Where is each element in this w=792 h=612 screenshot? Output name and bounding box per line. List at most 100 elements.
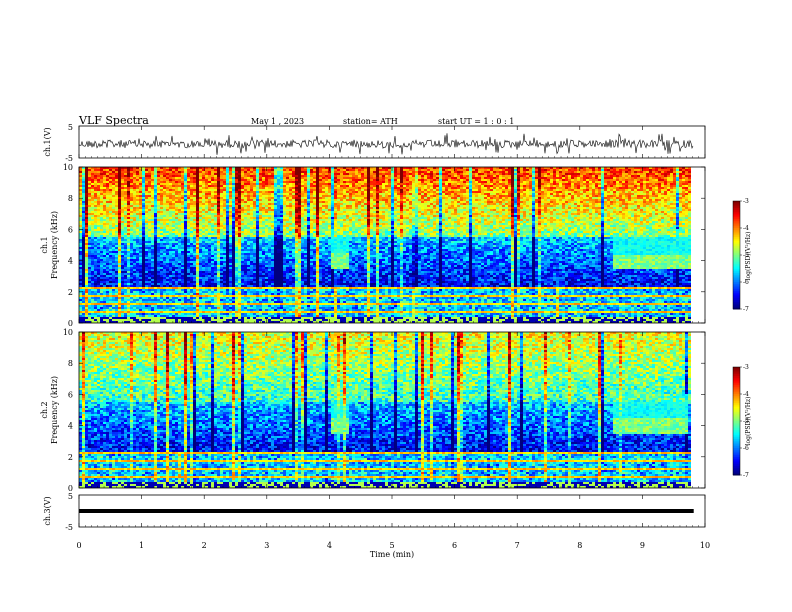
ch2-colorbar-tick-label: -7 bbox=[743, 472, 749, 479]
ch2-spec-ytick-label: 0 bbox=[68, 484, 73, 493]
ch1-colorbar-swatch bbox=[733, 258, 740, 261]
station-label: station= ATH bbox=[343, 117, 398, 126]
time-tick-label: 3 bbox=[264, 541, 269, 550]
ch2-colorbar-swatch bbox=[733, 397, 740, 400]
time-tick-label: 4 bbox=[327, 541, 332, 550]
ch1-colorbar-swatch bbox=[733, 271, 740, 274]
ch1-colorbar-swatch bbox=[733, 217, 740, 220]
ch1-colorbar-swatch bbox=[733, 240, 740, 243]
ch2-colorbar-swatch bbox=[733, 410, 740, 413]
ch1-colorbar-swatch bbox=[733, 224, 740, 227]
ch2-colorbar-swatch bbox=[733, 403, 740, 406]
ch2-colorbar-swatch bbox=[733, 462, 740, 465]
ch2-colorbar-swatch bbox=[733, 368, 740, 372]
ch2-colorbar-swatch bbox=[733, 385, 740, 388]
ch1-colorbar-swatch bbox=[733, 211, 740, 215]
ch2-colorbar-swatch bbox=[733, 457, 740, 460]
ch1-colorbar-swatch bbox=[733, 213, 740, 216]
ch2-colorbar-swatch bbox=[733, 367, 740, 370]
ch2-colorbar-swatch bbox=[733, 449, 740, 453]
ch1-colorbar-swatch bbox=[733, 298, 740, 301]
ch1-spec-ylabel: Frequency (kHz) bbox=[50, 211, 59, 279]
ch1-colorbar-swatch bbox=[733, 220, 740, 224]
ch1-colorbar-swatch bbox=[733, 235, 740, 238]
ch2-colorbar-swatch bbox=[733, 433, 740, 436]
ch1-colorbar-swatch bbox=[733, 249, 740, 252]
ch2-colorbar-swatch bbox=[733, 390, 740, 393]
ch2-colorbar-swatch bbox=[733, 426, 740, 429]
ch2-colorbar-swatch bbox=[733, 469, 740, 472]
ch1-colorbar-swatch bbox=[733, 219, 740, 222]
ch2-colorbar-swatch bbox=[733, 394, 740, 397]
ch2-colorbar-swatch bbox=[733, 399, 740, 402]
ch1-colorbar-swatch bbox=[733, 276, 740, 279]
ch2-colorbar-swatch bbox=[733, 467, 740, 471]
ch2-colorbar-swatch bbox=[733, 424, 740, 427]
ch1-colorbar-swatch bbox=[733, 228, 740, 231]
ch2-colorbar-swatch bbox=[733, 451, 740, 454]
ch2-colorbar-swatch bbox=[733, 442, 740, 445]
ch1-colorbar-swatch bbox=[733, 210, 740, 213]
ch1-colorbar-swatch bbox=[733, 287, 740, 290]
ch2-colorbar-swatch bbox=[733, 439, 740, 442]
ch1-waveform-panel: 5 -5 ch.1(V) bbox=[43, 123, 706, 163]
ch2-colorbar-label: log(PSD)(V²/Hz) bbox=[745, 397, 752, 446]
ch1-colorbar-swatch bbox=[733, 303, 740, 306]
ch1-colorbar-tick-label: -4 bbox=[743, 225, 749, 232]
ch1-waveform-line bbox=[78, 133, 694, 155]
ch1-colorbar-swatch bbox=[733, 305, 740, 308]
ch2-colorbar-swatch bbox=[733, 415, 740, 418]
ch2-spectrogram-image bbox=[79, 332, 691, 488]
ch2-colorbar-swatch bbox=[733, 421, 740, 424]
time-tick-label: 2 bbox=[202, 541, 207, 550]
ch2-spec-ytick-label: 6 bbox=[68, 390, 73, 399]
ch2-colorbar-swatch bbox=[733, 381, 740, 384]
ch1-colorbar-swatch bbox=[733, 251, 740, 254]
ch2-colorbar-swatch bbox=[733, 417, 740, 420]
ch2-colorbar-swatch bbox=[733, 444, 740, 447]
ch1-colorbar: -3 -4 -5 -6 -7 bbox=[732, 198, 749, 313]
ch1-spec-ytick-label: 4 bbox=[68, 257, 73, 266]
ch1-colorbar-swatch bbox=[733, 237, 740, 240]
ch2-colorbar-swatch bbox=[733, 464, 740, 467]
ch2-colorbar: -3 -4 -5 -6 -7 bbox=[732, 364, 749, 479]
ch3-waveform-line bbox=[79, 509, 694, 513]
ch1-colorbar-swatch bbox=[733, 301, 740, 305]
time-tick-label: 10 bbox=[700, 541, 710, 550]
date-label: May 1 , 2023 bbox=[251, 117, 304, 126]
ch1-colorbar-swatch bbox=[733, 201, 740, 204]
time-tick-label: 5 bbox=[389, 541, 394, 550]
ch2-colorbar-swatch bbox=[733, 376, 740, 379]
ch2-colorbar-tick-label: -6 bbox=[743, 445, 749, 452]
ch2-colorbar-swatch bbox=[733, 460, 740, 463]
ch3-ylabel: ch.3(V) bbox=[43, 496, 52, 525]
ch1-colorbar-swatch bbox=[733, 289, 740, 292]
ch1-spec-ytick-label: 0 bbox=[68, 319, 73, 328]
ch2-colorbar-tick-label: -3 bbox=[743, 364, 749, 371]
ch2-colorbar-swatch bbox=[733, 383, 740, 386]
start-time-label: start UT = 1 : 0 : 1 bbox=[438, 117, 514, 126]
ch3-waveform-panel: 5 -5 ch.3(V) bbox=[43, 492, 706, 532]
ch1-colorbar-swatch bbox=[733, 292, 740, 296]
ch2-colorbar-swatch bbox=[733, 437, 740, 440]
ch2-colorbar-swatch bbox=[733, 413, 740, 417]
ch1-colorbar-swatch bbox=[733, 307, 740, 310]
ch1-colorbar-swatch bbox=[733, 294, 740, 297]
ch1-colorbar-swatch bbox=[733, 265, 740, 269]
ch2-colorbar-swatch bbox=[733, 401, 740, 404]
ch1-colorbar-swatch bbox=[733, 255, 740, 258]
time-tick-label: 8 bbox=[577, 541, 582, 550]
ch1-colorbar-swatch bbox=[733, 280, 740, 283]
ch1-spec-channel-label: ch.1 bbox=[40, 236, 49, 253]
ch3-ytick-bottom: -5 bbox=[65, 523, 73, 532]
ch2-colorbar-swatch bbox=[733, 392, 740, 395]
ch1-colorbar-tick-label: -3 bbox=[743, 198, 749, 205]
ch1-colorbar-swatch bbox=[733, 204, 740, 207]
ch1-colorbar-swatch bbox=[733, 264, 740, 267]
ch2-colorbar-swatch bbox=[733, 370, 740, 373]
ch2-colorbar-swatch bbox=[733, 435, 740, 438]
ch2-colorbar-swatch bbox=[733, 431, 740, 435]
ch2-colorbar-swatch bbox=[733, 377, 740, 381]
